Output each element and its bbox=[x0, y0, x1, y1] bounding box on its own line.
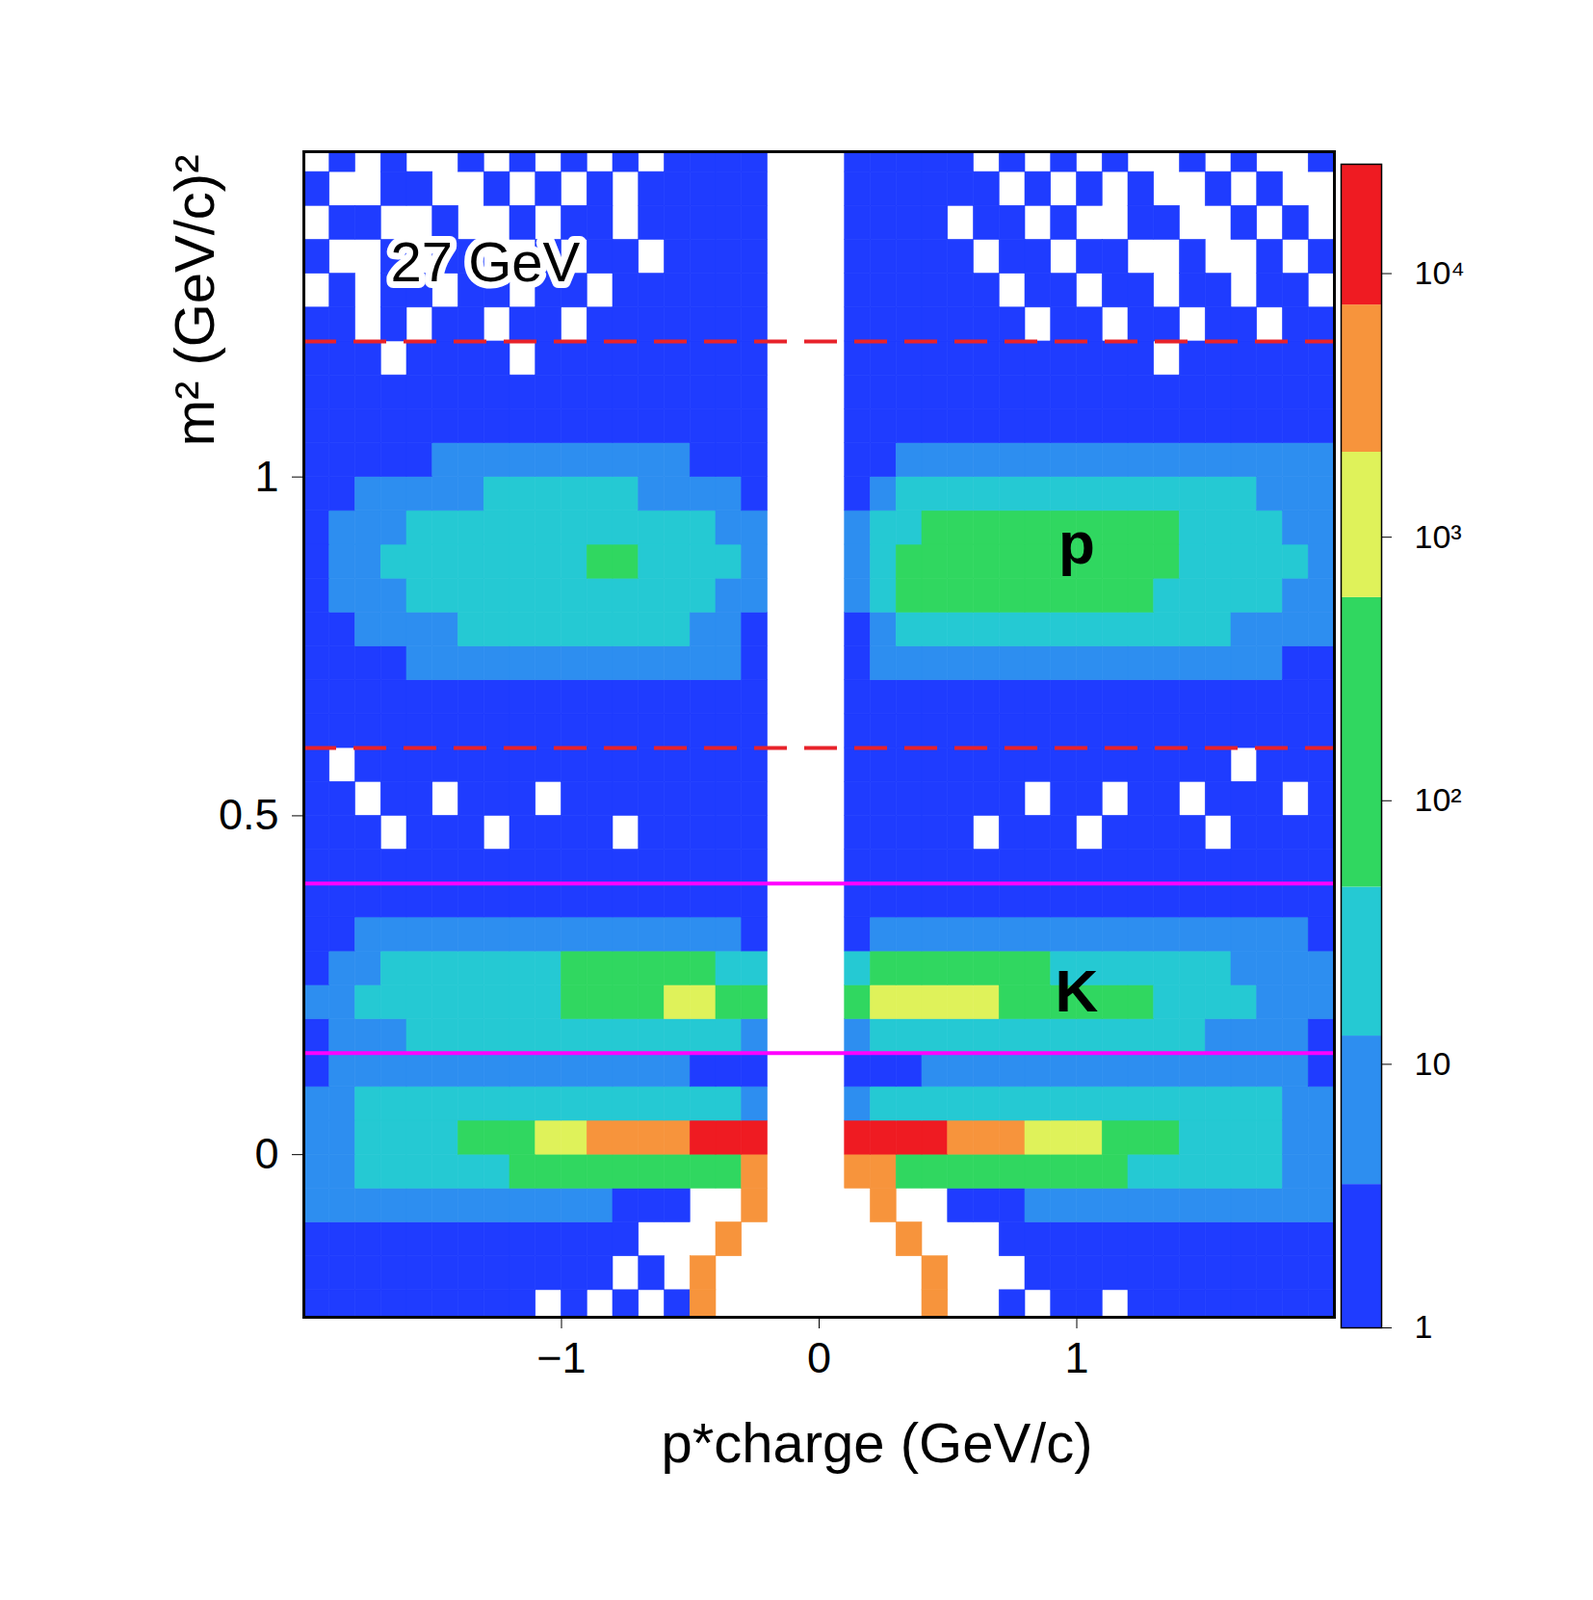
svg-text:p*charge (GeV/c): p*charge (GeV/c) bbox=[660, 1410, 1093, 1474]
svg-text:0: 0 bbox=[807, 1332, 832, 1383]
svg-text:p: p bbox=[1058, 509, 1096, 576]
svg-text:1: 1 bbox=[254, 451, 279, 501]
svg-text:1: 1 bbox=[1414, 1307, 1434, 1345]
svg-text:−1: −1 bbox=[536, 1332, 586, 1383]
svg-text:10⁴: 10⁴ bbox=[1414, 254, 1465, 291]
svg-text:0: 0 bbox=[254, 1128, 279, 1178]
svg-text:1: 1 bbox=[1064, 1332, 1089, 1383]
svg-text:10: 10 bbox=[1414, 1044, 1452, 1082]
svg-text:m² (GeV/c)²: m² (GeV/c)² bbox=[162, 155, 226, 447]
svg-text:0.5: 0.5 bbox=[218, 789, 280, 839]
svg-text:10²: 10² bbox=[1414, 781, 1463, 818]
svg-text:K: K bbox=[1055, 957, 1099, 1024]
svg-text:27 GeV: 27 GeV bbox=[391, 230, 581, 293]
svg-text:10³: 10³ bbox=[1414, 518, 1463, 555]
